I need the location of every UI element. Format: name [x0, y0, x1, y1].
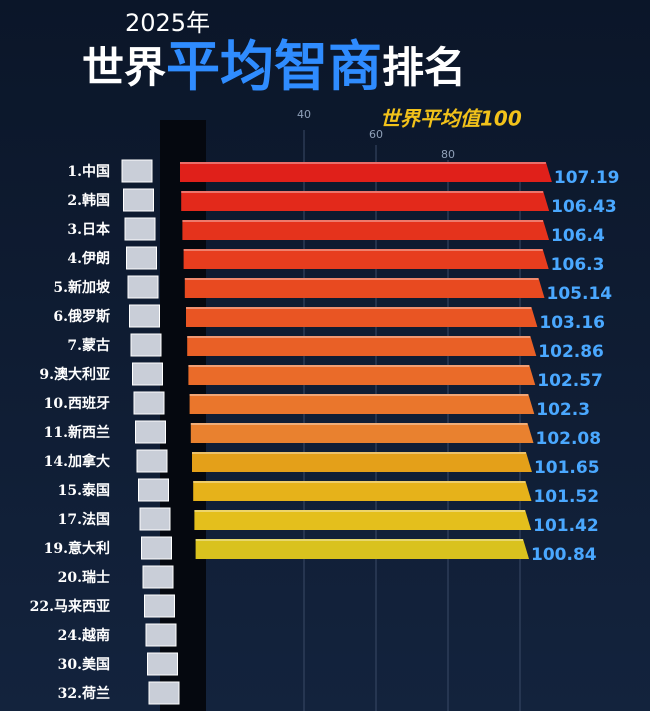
- bar: [187, 336, 537, 356]
- value-label: 102.3: [536, 400, 590, 420]
- bar: [192, 452, 532, 472]
- value-label: 106.4: [551, 226, 605, 246]
- category-label: 30.美国: [58, 656, 110, 673]
- value-label: 101.42: [533, 516, 599, 536]
- flag: [130, 333, 162, 357]
- value-label: 107.19: [554, 168, 620, 188]
- flag: [129, 304, 160, 328]
- category-label: 4.伊朗: [67, 250, 110, 267]
- flag: [123, 188, 154, 212]
- bar: [186, 307, 538, 327]
- value-label: 106.43: [551, 197, 617, 217]
- category-label: 2.韩国: [67, 192, 110, 209]
- category-label: 24.越南: [58, 627, 110, 644]
- category-label: 10.西班牙: [44, 395, 110, 412]
- flag: [121, 159, 153, 183]
- flag: [138, 478, 169, 502]
- category-label: 7.蒙古: [67, 337, 110, 354]
- flag: [136, 449, 168, 473]
- flag: [147, 652, 178, 676]
- flag: [126, 246, 157, 270]
- x-tick-label: 80: [441, 148, 455, 161]
- category-label: 19.意大利: [44, 540, 110, 557]
- title-part: 世界: [82, 43, 166, 92]
- category-label: 20.瑞士: [58, 569, 110, 586]
- title-part: 平均智商: [166, 35, 382, 98]
- chart-title: 世界平均智商排名: [82, 35, 466, 98]
- bar: [188, 365, 536, 385]
- value-label: 101.52: [533, 487, 599, 507]
- bar: [180, 162, 552, 182]
- bar: [181, 191, 550, 211]
- category-label: 5.新加坡: [53, 279, 111, 296]
- value-label: 103.16: [539, 313, 605, 333]
- category-label: 9.澳大利亚: [39, 366, 110, 383]
- category-label: 6.俄罗斯: [53, 308, 110, 325]
- bar: [184, 278, 545, 298]
- flag: [124, 217, 156, 241]
- bar: [190, 423, 534, 443]
- flag: [141, 536, 172, 560]
- category-label: 22.马来西亚: [30, 599, 110, 615]
- value-label: 102.57: [537, 371, 603, 391]
- value-label: 101.65: [534, 458, 600, 478]
- value-label: 102.08: [535, 429, 601, 449]
- flag: [127, 275, 159, 299]
- value-label: 100.84: [531, 545, 597, 565]
- category-label: 11.新西兰: [44, 424, 110, 441]
- flag: [145, 623, 177, 647]
- category-label: 32.荷兰: [58, 685, 110, 702]
- title-part: 排名: [382, 43, 466, 92]
- flag: [148, 681, 180, 705]
- subtitle: 世界平均值100: [380, 107, 522, 131]
- bar: [189, 394, 535, 414]
- flag: [135, 420, 166, 444]
- flag: [144, 594, 175, 618]
- bar: [194, 510, 532, 530]
- bar: [193, 481, 532, 501]
- flag: [132, 362, 163, 386]
- flag: [139, 507, 171, 531]
- x-tick-label: 40: [297, 108, 311, 121]
- category-label: 14.加拿大: [44, 453, 110, 470]
- value-label: 102.86: [538, 342, 604, 362]
- category-label: 15.泰国: [58, 482, 110, 499]
- flag: [142, 565, 174, 589]
- flag: [133, 391, 165, 415]
- bar: [195, 539, 530, 559]
- year: 2025年: [125, 9, 210, 37]
- value-label: 106.3: [551, 255, 605, 275]
- bar: [182, 220, 550, 240]
- x-tick-label: 60: [369, 128, 383, 141]
- bar: [183, 249, 549, 269]
- category-label: 1.中国: [67, 163, 110, 180]
- category-label: 3.日本: [67, 221, 111, 238]
- value-label: 105.14: [547, 284, 613, 304]
- category-label: 17.法国: [58, 511, 110, 528]
